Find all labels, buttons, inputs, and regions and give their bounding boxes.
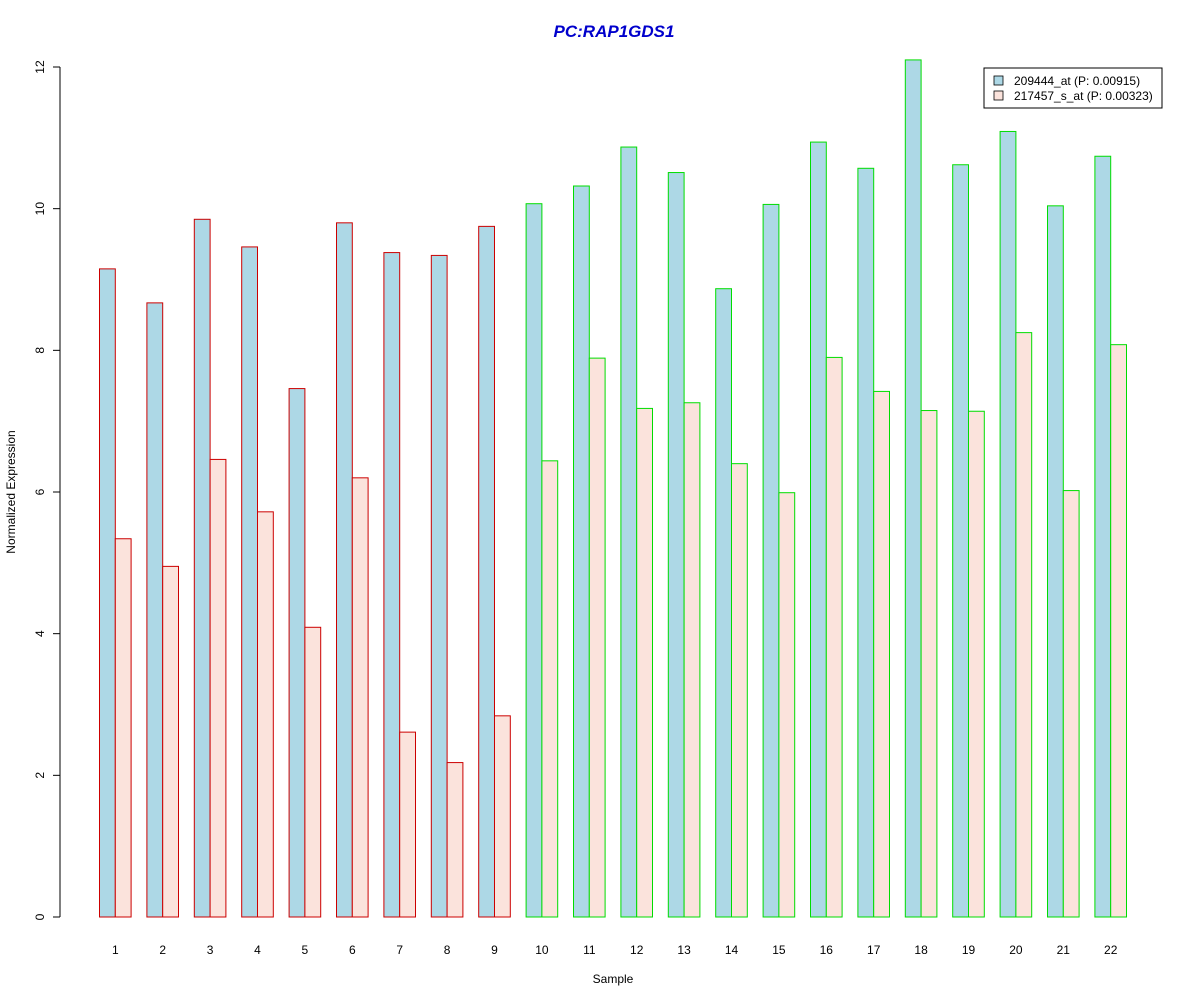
bar-series-1-sample-13 — [667, 172, 685, 918]
bar-series-2-sample-6 — [351, 477, 369, 918]
bar-series-2-sample-14 — [731, 463, 748, 918]
bar-series-2-sample-10 — [541, 460, 559, 918]
y-tick-label: 2 — [33, 772, 47, 779]
bar-series-2-sample-12 — [636, 407, 654, 918]
bar-series-1-sample-19 — [952, 164, 970, 918]
bar-series-2-sample-11 — [588, 357, 606, 918]
bar-series-2-sample-16 — [825, 356, 843, 918]
y-tick-label: 12 — [33, 60, 47, 74]
bar-series-1-sample-8 — [430, 254, 448, 918]
bar-series-1-sample-6 — [336, 222, 353, 918]
bar-series-2-sample-8 — [446, 762, 464, 918]
bar-series-2-sample-21 — [1062, 490, 1080, 918]
legend-swatch-series-2 — [993, 90, 1004, 101]
bar-series-1-sample-7 — [383, 252, 401, 918]
x-tick-labels: 1 2 3 4 5 6 7 8 9 10 11 12 13 14 15 16 17 18 19 20 21 22 — [112, 943, 1118, 957]
legend: 209444_at (P: 0.00915) 217457_s_at (P: 0… — [983, 67, 1163, 109]
bar-series-1-sample-21 — [1047, 205, 1064, 918]
x-tick-label-21: 21 — [1057, 943, 1071, 957]
x-tick-label-7: 7 — [396, 943, 403, 957]
bar-series-2-sample-19 — [968, 410, 985, 918]
bar-series-2-sample-4 — [257, 511, 274, 918]
x-tick-label-12: 12 — [630, 943, 644, 957]
bar-series-1-sample-3 — [193, 218, 211, 918]
bar-series-1-sample-22 — [1094, 155, 1112, 918]
legend-label-series-1: 209444_at (P: 0.00915) — [1014, 74, 1140, 88]
x-axis-title: Sample — [593, 972, 634, 986]
x-tick-label-17: 17 — [867, 943, 881, 957]
bar-series-2-sample-13 — [683, 402, 701, 918]
x-tick-label-4: 4 — [254, 943, 261, 957]
y-tick-label: 4 — [33, 630, 47, 637]
bar-series-2-sample-9 — [494, 715, 511, 918]
y-tick-label: 10 — [33, 202, 47, 216]
legend-label-series-2: 217457_s_at (P: 0.00323) — [1014, 89, 1153, 103]
x-tick-label-15: 15 — [772, 943, 786, 957]
bar-series-1-sample-18 — [904, 59, 922, 918]
y-axis-title: Normalized Expression — [4, 430, 18, 553]
x-tick-label-3: 3 — [207, 943, 214, 957]
y-tick-label: 6 — [33, 488, 47, 495]
x-tick-label-19: 19 — [962, 943, 976, 957]
bar-series-1-sample-1 — [99, 268, 116, 918]
bar-series-1-sample-14 — [715, 288, 733, 918]
bar-series-1-sample-15 — [762, 203, 780, 918]
x-tick-label-10: 10 — [535, 943, 549, 957]
bar-series-1-sample-16 — [810, 141, 827, 918]
y-tick-label: 8 — [33, 347, 47, 354]
bar-series-1-sample-10 — [525, 203, 543, 918]
bar-series-1-sample-17 — [857, 167, 875, 918]
bars-group — [99, 59, 1127, 918]
x-tick-label-11: 11 — [583, 943, 596, 957]
bar-series-2-sample-17 — [873, 390, 891, 918]
bar-series-2-sample-7 — [399, 731, 417, 918]
y-tick-label: 0 — [33, 913, 47, 920]
x-tick-label-13: 13 — [677, 943, 691, 957]
bar-series-2-sample-3 — [209, 458, 227, 918]
bar-series-2-sample-22 — [1110, 344, 1127, 918]
x-tick-label-14: 14 — [725, 943, 739, 957]
bar-series-1-sample-9 — [478, 225, 496, 918]
legend-swatch-series-1 — [993, 75, 1004, 86]
x-tick-label-5: 5 — [302, 943, 309, 957]
chart-title: PC:RAP1GDS1 — [554, 22, 675, 41]
x-tick-label-9: 9 — [491, 943, 498, 957]
bar-series-1-sample-2 — [146, 302, 164, 918]
bar-series-2-sample-15 — [778, 492, 796, 918]
bar-series-2-sample-2 — [162, 565, 179, 918]
bar-series-1-sample-11 — [573, 185, 590, 918]
bar-series-1-sample-20 — [999, 130, 1017, 918]
x-tick-label-16: 16 — [820, 943, 834, 957]
bar-series-1-sample-4 — [241, 246, 258, 918]
x-tick-label-2: 2 — [159, 943, 166, 957]
bar-series-2-sample-1 — [114, 538, 132, 918]
x-tick-label-20: 20 — [1009, 943, 1023, 957]
x-tick-label-8: 8 — [444, 943, 451, 957]
x-tick-label-18: 18 — [914, 943, 928, 957]
bar-series-1-sample-12 — [620, 146, 638, 918]
x-tick-label-22: 22 — [1104, 943, 1118, 957]
bar-series-1-sample-5 — [288, 388, 306, 918]
x-tick-label-6: 6 — [349, 943, 356, 957]
legend-box — [983, 67, 1163, 109]
bar-series-2-sample-5 — [304, 626, 322, 918]
y-axis: 0 2 4 6 8 10 12 — [33, 60, 61, 920]
bar-series-2-sample-18 — [920, 410, 938, 918]
bar-series-2-sample-20 — [1015, 332, 1033, 918]
x-tick-label-1: 1 — [112, 943, 119, 957]
